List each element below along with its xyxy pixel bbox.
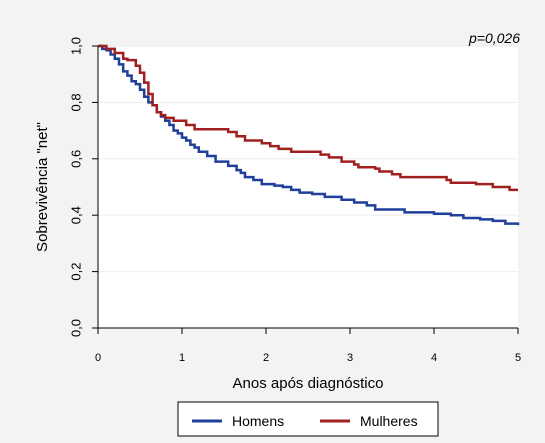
y-tick-label-2: 0,4 xyxy=(69,206,84,224)
x-tick-label-3: 3 xyxy=(347,352,353,364)
series-layer xyxy=(98,44,520,226)
y-tick-label-1: 0,2 xyxy=(69,263,84,281)
axes: 0 1 2 3 4 5 0,0 0,2 0,4 0,6 0,8 1,0 xyxy=(69,37,522,364)
x-tick-label-4: 4 xyxy=(431,352,437,364)
legend-label-homens: Homens xyxy=(232,413,284,429)
legend: Homens Mulheres xyxy=(177,401,439,437)
y-tick-label-0: 0,0 xyxy=(69,319,84,337)
x-tick-label-1: 1 xyxy=(179,352,185,364)
y-tick-label-3: 0,6 xyxy=(69,150,84,168)
p-value-annotation: p=0,026 xyxy=(468,30,520,46)
y-tick-label-4: 0,8 xyxy=(69,93,84,111)
plot-area xyxy=(98,46,518,328)
y-axis-title: Sobrevivência "net" xyxy=(34,122,51,252)
y-tick-label-5: 1,0 xyxy=(69,37,84,55)
x-tick-label-2: 2 xyxy=(263,352,269,364)
legend-box xyxy=(177,401,439,437)
grid xyxy=(98,45,518,273)
x-axis-title: Anos após diagnóstico xyxy=(233,375,384,392)
legend-label-mulheres: Mulheres xyxy=(360,413,418,429)
series-line-homens xyxy=(98,44,520,226)
x-tick-label-5: 5 xyxy=(515,352,521,364)
series-line-mulheres xyxy=(98,44,518,192)
x-tick-label-0: 0 xyxy=(95,352,101,364)
